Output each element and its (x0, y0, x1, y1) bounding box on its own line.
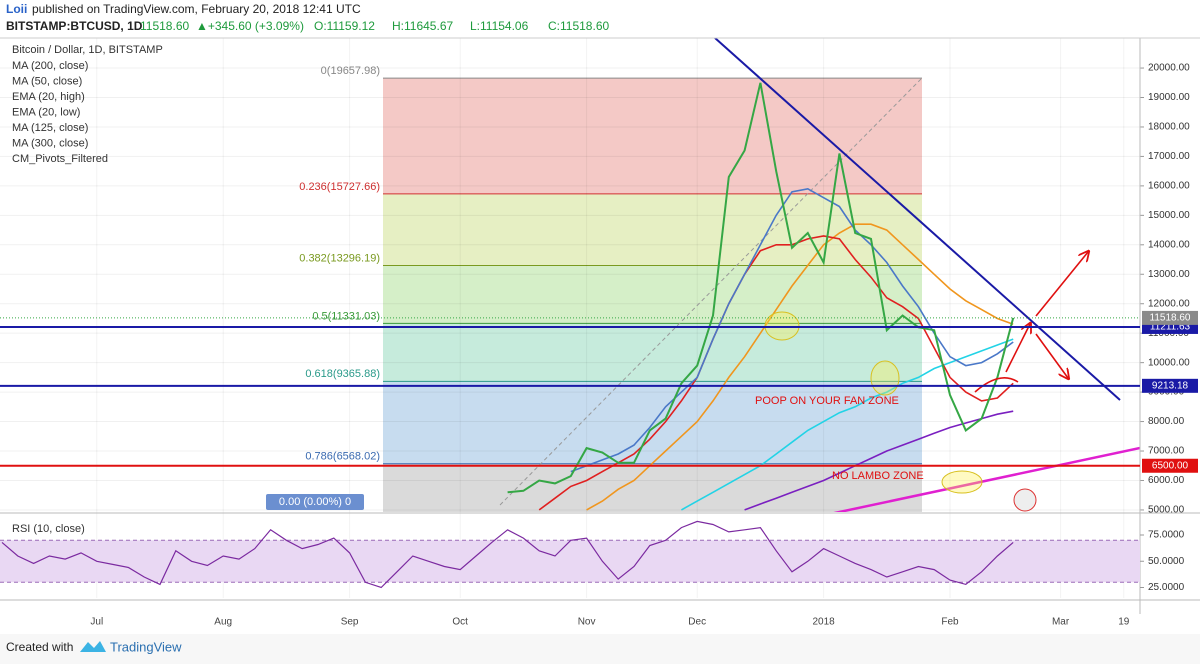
series-line (570, 187, 1014, 473)
y-tick-label: 10000.00 (1148, 357, 1190, 368)
x-tick-label: Oct (452, 617, 468, 628)
legend-entry: CM_Pivots_Filtered (12, 153, 108, 165)
y-tick-label: 13000.00 (1148, 269, 1190, 280)
change: ▲+345.60 (+3.09%) (196, 19, 304, 33)
legend-entry: MA (200, close) (12, 60, 88, 72)
author: Loii (6, 2, 27, 16)
y-tick-label: 18000.00 (1148, 122, 1190, 133)
rsi-title: RSI (10, close) (12, 523, 85, 535)
x-tick-label: Aug (214, 617, 232, 628)
fib-band (383, 463, 922, 512)
marker-box (266, 494, 364, 510)
y-tick-label: 17000.00 (1148, 151, 1190, 162)
x-tick-label: Mar (1052, 617, 1070, 628)
legend-entry: MA (300, close) (12, 137, 88, 149)
chart-title: Bitcoin / Dollar, 1D, BITSTAMP (12, 44, 163, 56)
arrow (1035, 333, 1068, 378)
low: L:11154.06 (470, 19, 529, 33)
price-tag-label: 11211.63 (1150, 322, 1191, 333)
rsi-band (0, 540, 1140, 583)
fib-band (383, 381, 922, 464)
legend-entry: MA (125, close) (12, 122, 88, 134)
y-tick-label: 6000.00 (1148, 475, 1185, 486)
legend-entry: EMA (20, high) (12, 91, 85, 103)
icon (1013, 488, 1037, 512)
symbol: BITSTAMP:BTCUSD, 1D (6, 19, 143, 33)
fib-label: 0.786(6568.02) (305, 451, 380, 463)
price-tag-label: 9213.18 (1152, 380, 1189, 391)
series-line (1, 520, 1014, 589)
x-tick-label: Sep (341, 617, 359, 628)
x-tick-label: Nov (578, 617, 596, 628)
series-line (507, 82, 1015, 494)
x-tick-label: Dec (688, 617, 706, 628)
fib-label: 0.618(9365.88) (305, 368, 380, 380)
fib-band (383, 323, 922, 382)
y-tick-label: 16000.00 (1148, 181, 1190, 192)
y-tick-label: 75.0000 (1148, 530, 1185, 541)
x-tick-label: Jul (90, 617, 103, 628)
high: H:11645.67 (392, 19, 453, 33)
fib-band (383, 265, 922, 324)
published: published on TradingView.com, February 2… (32, 2, 361, 16)
price-tag-label: 6500.00 (1152, 460, 1189, 471)
curve (974, 376, 1019, 393)
series-line (681, 338, 1014, 511)
legend-entry: EMA (20, low) (12, 106, 80, 118)
open: O:11159.12 (314, 19, 375, 33)
price-tag (1142, 458, 1198, 473)
series-line (744, 410, 1014, 511)
arrow (1035, 252, 1088, 317)
marker-text: 0.00 (0.00%) 0 (279, 496, 351, 508)
series-line (586, 223, 1014, 511)
y-tick-label: 15000.00 (1148, 210, 1190, 221)
y-tick-label: 12000.00 (1148, 298, 1190, 309)
y-tick-label: 50.0000 (1148, 556, 1185, 567)
y-tick-label: 5000.00 (1148, 505, 1185, 516)
rsi-pane (0, 520, 1140, 589)
close: C:11518.60 (548, 19, 609, 33)
y-tick-label: 20000.00 (1148, 63, 1190, 74)
support-line (833, 446, 1140, 512)
footer-brand: TradingView (110, 639, 182, 654)
last: 11518.60 (140, 19, 189, 33)
fib-label: 0(19657.98) (321, 65, 380, 77)
footer-created: Created with (6, 640, 73, 654)
y-tick-label: 19000.00 (1148, 92, 1190, 103)
y-tick-label: 25.0000 (1148, 582, 1185, 593)
price-tag (1142, 378, 1198, 393)
legend-entry: MA (50, close) (12, 75, 82, 87)
y-tick-label: 7000.00 (1148, 446, 1185, 457)
footer-bar (0, 634, 1200, 664)
downtrend-line (714, 38, 1121, 401)
highlight (870, 360, 900, 396)
price-tag (1142, 310, 1198, 325)
x-tick-label: 19 (1118, 617, 1130, 628)
fib-band (383, 193, 922, 266)
annotation: POOP ON YOUR FAN ZONE (755, 395, 899, 407)
y-tick-label: 14000.00 (1148, 239, 1190, 250)
fib-label: 0.236(15727.66) (299, 181, 380, 193)
annotation: NO LAMBO ZONE (832, 470, 924, 482)
fib-trend (499, 77, 923, 506)
fib-label: 0.382(13296.19) (299, 252, 380, 264)
highlight (941, 470, 983, 494)
x-tick-label: Feb (941, 617, 959, 628)
arrow (1005, 324, 1030, 373)
fib-band (383, 78, 922, 194)
x-tick-label: 2018 (812, 617, 835, 628)
y-tick-label: 8000.00 (1148, 416, 1185, 427)
logo (80, 641, 106, 652)
fib-label: 0.5(11331.03) (312, 310, 380, 322)
price-tag-label: 11518.60 (1150, 313, 1191, 324)
